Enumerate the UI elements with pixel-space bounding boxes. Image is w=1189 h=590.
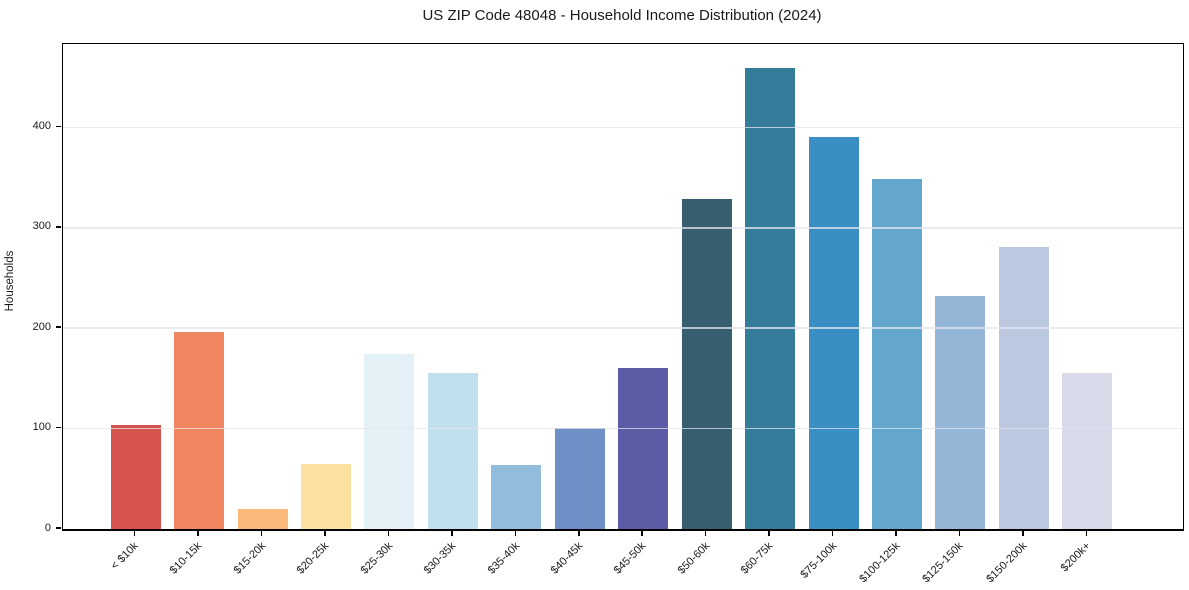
x-tick-mark-$200k+ [1085,530,1088,536]
y-tick-mark-100 [55,426,61,429]
gridline-y-100 [63,427,1183,430]
x-tick-mark-$50-60k [704,530,707,536]
bar-$45-50k [618,368,669,529]
bar-$200k+ [1062,373,1113,529]
bar-$75-100k [808,137,859,529]
x-tick-mark-$30-35k [451,530,453,536]
bar-$25-30k [364,354,415,529]
bar-$10-15k [174,332,225,529]
x-tick-mark-$150-200k [1022,530,1024,536]
y-tick-label-400: 400 [32,119,51,132]
x-tick-mark-$45-50k [641,530,643,536]
gridline-y-200 [63,327,1183,329]
bar-$60-75k [745,68,796,529]
bar-$125-150k [935,296,986,529]
x-tick-mark-$15-20k [260,530,263,536]
y-tick-label-200: 200 [32,320,51,333]
x-tick-mark-$125-150k [958,530,961,536]
gridline-y-400 [63,126,1183,129]
bar-$150-200k [998,246,1049,529]
x-tick-mark-$25-30k [387,530,390,536]
gridline-y-300 [63,227,1183,229]
bar-$35-40k [491,464,542,529]
bar-< $10k [110,424,161,529]
y-axis-label: Households [4,250,16,312]
x-tick-mark-< $10k [133,530,136,536]
bar-$40-45k [554,427,605,529]
x-tick-mark-$35-40k [514,530,517,536]
y-tick-mark-200 [55,326,61,328]
y-tick-mark-300 [55,226,61,228]
bar-$15-20k [237,508,288,529]
chart-title: US ZIP Code 48048 - Household Income Dis… [422,7,822,24]
y-tick-label-300: 300 [32,220,51,233]
bar-$50-60k [681,198,732,529]
y-tick-label-0: 0 [44,521,51,534]
y-tick-mark-0 [55,527,61,529]
x-tick-mark-$10-15k [197,530,199,536]
y-tick-mark-400 [55,125,61,128]
x-tick-mark-$75-100k [831,530,834,536]
x-tick-mark-$40-45k [577,530,580,536]
bar-$100-125k [872,178,922,529]
y-tick-label-100: 100 [32,421,51,434]
x-tick-mark-$20-25k [324,530,326,536]
x-tick-mark-$100-125k [895,530,897,536]
plot-area [62,43,1184,531]
x-tick-mark-$60-75k [768,530,770,536]
bar-$30-35k [427,373,478,529]
bar-$20-25k [300,463,351,529]
